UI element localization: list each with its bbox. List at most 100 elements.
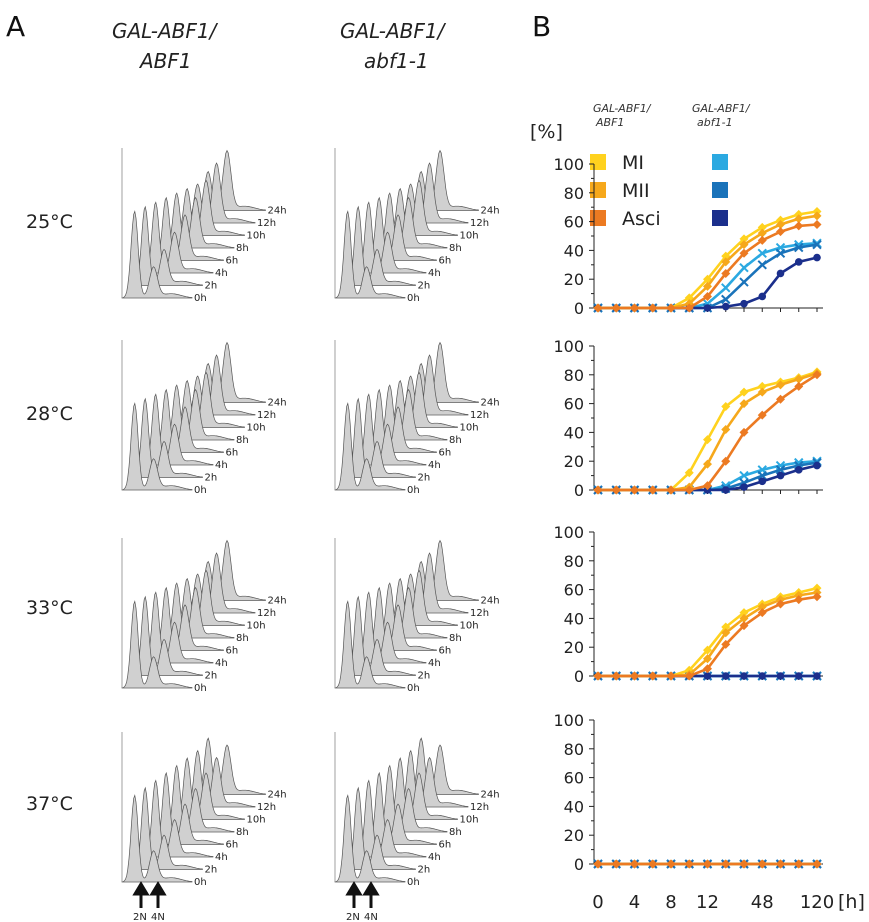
y-tick-label: 40 (564, 423, 584, 442)
data-point (630, 859, 639, 869)
histogram-trace (132, 786, 203, 870)
data-point (630, 485, 639, 495)
time-label: 24h (481, 206, 500, 217)
data-point (775, 465, 786, 475)
histogram-trace (184, 162, 256, 224)
data-point (593, 859, 603, 869)
data-point (794, 258, 803, 266)
data-point (812, 211, 822, 221)
data-point (757, 260, 767, 270)
series-line (598, 591, 818, 678)
panel-a-letter: A (6, 10, 25, 43)
histogram-trace (121, 794, 193, 883)
data-point (794, 466, 803, 474)
time-label: 24h (268, 398, 287, 409)
data-point (721, 401, 731, 411)
data-point (721, 639, 731, 649)
time-label: 4h (428, 460, 441, 471)
time-label: 6h (226, 646, 239, 657)
data-point (776, 380, 785, 390)
data-point (794, 214, 804, 224)
time-label: 8h (236, 435, 249, 446)
histogram-trace (132, 595, 203, 676)
histogram-trace (334, 600, 406, 689)
y-tick-label: 0 (574, 667, 584, 686)
data-point (775, 248, 786, 258)
time-label: 24h (481, 596, 500, 607)
x-tick-label: 48 (751, 892, 774, 913)
x-axis-tick-labels: 0 4 8 12 48 120 (592, 892, 834, 913)
time-label: 8h (449, 243, 462, 254)
data-point (721, 257, 731, 267)
y-tick-label: 20 (564, 638, 584, 657)
data-point (739, 262, 749, 273)
x-tick-label: 12 (696, 892, 719, 913)
time-label: 12h (470, 410, 489, 421)
time-label: 10h (460, 621, 479, 632)
data-point (721, 486, 730, 494)
histogram-trace (408, 149, 479, 211)
time-label: 4h (215, 268, 228, 279)
histogram-trace (355, 201, 427, 274)
time-label: 24h (268, 596, 287, 607)
data-point (703, 459, 712, 469)
histogram-trace (153, 771, 224, 845)
line-chart-33c: 0 20 40 60 80 100 (553, 523, 823, 686)
legend-swatch-abf1-mi (590, 154, 606, 170)
time-label: 2h (418, 281, 431, 292)
legend-label-mi: MI (622, 152, 644, 174)
time-label: 12h (470, 608, 489, 619)
data-point (703, 435, 712, 445)
time-label: 4h (215, 658, 228, 669)
data-point (666, 303, 676, 313)
histogram-trace (142, 779, 214, 858)
data-point (739, 470, 749, 481)
data-point (721, 859, 731, 869)
data-point (812, 592, 822, 602)
data-point (794, 595, 804, 605)
histogram-trace (355, 393, 427, 466)
histogram-trace (121, 600, 193, 689)
y-tick-label: 60 (564, 769, 584, 788)
data-point (794, 374, 804, 384)
data-point (721, 302, 730, 311)
y-tick-label: 100 (553, 711, 584, 730)
x-tick-label: 0 (592, 892, 603, 913)
y-tick-label: 40 (564, 797, 584, 816)
arrow-up-icon (149, 881, 167, 908)
y-tick-label: 80 (564, 366, 584, 385)
ploidy-2n-label: 2N (346, 912, 360, 922)
temp-label-28: 28°C (26, 403, 73, 425)
data-point (776, 859, 785, 869)
histogram-trace (142, 591, 214, 664)
time-label: 6h (439, 256, 452, 267)
data-point (703, 664, 712, 674)
data-point (611, 303, 621, 313)
time-label: 8h (236, 243, 249, 254)
data-point (721, 456, 731, 466)
histogram-trace (142, 201, 214, 274)
y-unit-label: [%] (530, 121, 563, 143)
data-point (721, 283, 731, 293)
data-point (794, 242, 804, 253)
y-tick-label: 60 (564, 395, 584, 414)
data-point (593, 485, 603, 495)
legend-swatch-abf1-1-mii (712, 182, 728, 198)
y-tick-label: 80 (564, 552, 584, 571)
data-point (812, 219, 822, 229)
histogram-trace (334, 402, 406, 491)
data-point (758, 292, 767, 301)
data-point (813, 672, 821, 680)
ploidy-2n-label: 2N (133, 912, 147, 922)
time-label: 2h (418, 671, 431, 682)
y-tick-label: 100 (553, 155, 584, 174)
time-label: 6h (439, 840, 452, 851)
data-point (739, 248, 749, 258)
histogram-trace (397, 552, 469, 614)
time-label: 4h (215, 852, 228, 863)
time-label: 0h (407, 293, 420, 304)
